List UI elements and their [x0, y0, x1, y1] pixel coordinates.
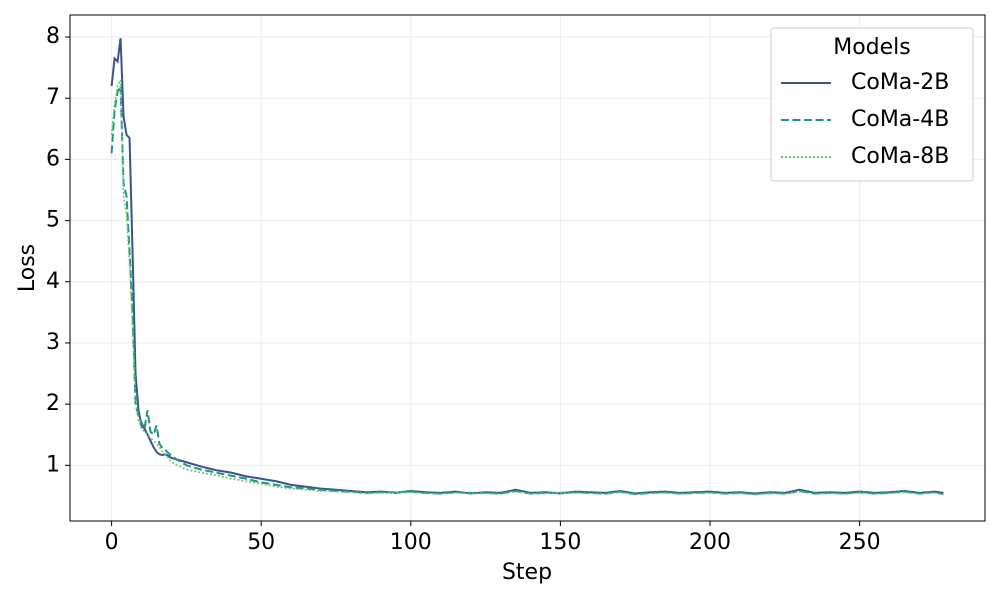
y-tick-label: 7: [46, 85, 60, 110]
legend-label: CoMa-2B: [851, 70, 949, 95]
y-axis-label: Loss: [15, 244, 40, 292]
x-tick-label: 50: [247, 530, 275, 555]
x-tick-label: 0: [105, 530, 119, 555]
plot-frame: [69, 14, 986, 522]
legend-label: CoMa-4B: [851, 107, 949, 132]
x-tick-label: 250: [839, 530, 881, 555]
y-tick-label: 5: [46, 208, 60, 233]
legend-title: Models: [833, 35, 911, 60]
data-line: [110, 85, 944, 496]
x-tick-label: 100: [390, 530, 432, 555]
x-tick-label: 150: [539, 530, 581, 555]
y-tick-label: 2: [46, 391, 60, 416]
legend-label: CoMa-8B: [851, 144, 949, 169]
legend: Models CoMa-2B CoMa-4B CoMa-8B: [770, 27, 974, 182]
x-axis-label: Step: [502, 560, 552, 585]
y-tick-label: 3: [46, 330, 60, 355]
x-tick-label: 200: [689, 530, 731, 555]
y-tick-label: 8: [46, 24, 60, 49]
y-tick-label: 4: [46, 269, 60, 294]
legend-box: [770, 27, 974, 182]
y-tick-label: 1: [46, 452, 60, 477]
y-tick-label: 6: [46, 146, 60, 171]
